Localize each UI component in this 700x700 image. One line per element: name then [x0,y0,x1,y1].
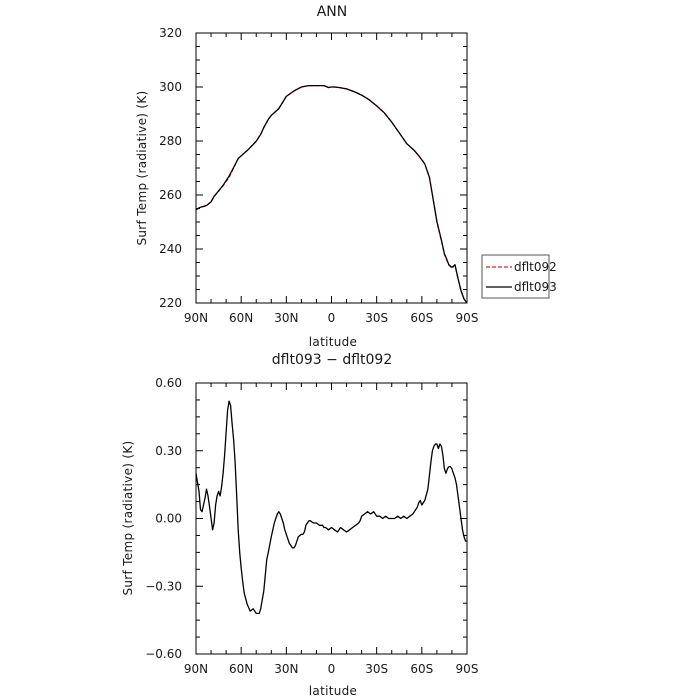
top-chart-title: ANN [317,4,348,20]
bottom-chart-title: dflt093 − dflt092 [272,352,392,368]
top-y-tick-label: 240 [159,242,182,256]
top-x-tick-label: 0 [328,311,336,325]
bottom-panel: dflt093 − dflt092 90N 60N 30N 0 30S 60S 90S −0.… [121,352,478,698]
legend-label-dflt093: dflt093 [514,280,557,294]
bottom-x-tick-label: 90N [184,662,208,676]
top-x-tick-label: 60S [410,311,433,325]
top-plot-frame [195,32,468,304]
bottom-x-tick-label: 0 [328,662,336,676]
bottom-chart-series [195,400,467,615]
bottom-x-axis-label: latitude [309,684,357,698]
bottom-y-tick-label: 0.30 [155,444,182,458]
bottom-plot-frame [195,382,468,655]
legend-label-dflt092: dflt092 [514,260,557,274]
top-panel: ANN 90N 60N 30N 0 30S 60S 90S 220 240 260 280 300 32… [135,4,478,349]
top-chart-series [195,84,468,304]
top-y-tick-label: 280 [159,134,182,148]
legend-box [481,254,550,299]
bottom-x-tick-label: 30S [365,662,388,676]
top-y-tick-label: 260 [159,188,182,202]
top-y-axis-label: Surf Temp (radiative) (K) [135,90,149,245]
top-y-tick-label: 220 [159,296,182,310]
bottom-x-tick-label: 60S [410,662,433,676]
top-y-tick-label: 300 [159,80,182,94]
top-x-tick-label: 60N [229,311,253,325]
bottom-x-tick-label: 90S [456,662,479,676]
bottom-y-tick-label: −0.30 [145,579,182,593]
top-chart-ticks: 90N 60N 30N 0 30S 60S 90S 220 240 260 280 300 320 [159,26,478,325]
bottom-series-line-series-0 [195,400,467,615]
top-x-axis-label: latitude [309,335,357,349]
top-x-tick-label: 90S [456,311,479,325]
top-x-tick-label: 30N [274,311,298,325]
top-x-tick-label: 90N [184,311,208,325]
bottom-y-tick-label: 0.00 [155,512,182,526]
top-series-line-dflt093 [195,84,468,304]
bottom-x-tick-label: 30N [274,662,298,676]
legend: dflt092 dflt093 [481,254,557,299]
bottom-y-tick-label: 0.60 [155,376,182,390]
top-y-tick-label: 320 [159,26,182,40]
bottom-x-tick-label: 60N [229,662,253,676]
bottom-y-tick-label: −0.60 [145,647,182,661]
top-x-tick-label: 30S [365,311,388,325]
bottom-y-axis-label: Surf Temp (radiative) (K) [121,440,135,595]
bottom-chart-ticks: 90N 60N 30N 0 30S 60S 90S −0.60 −0.30 0.00 0.30 0.6… [145,376,478,676]
